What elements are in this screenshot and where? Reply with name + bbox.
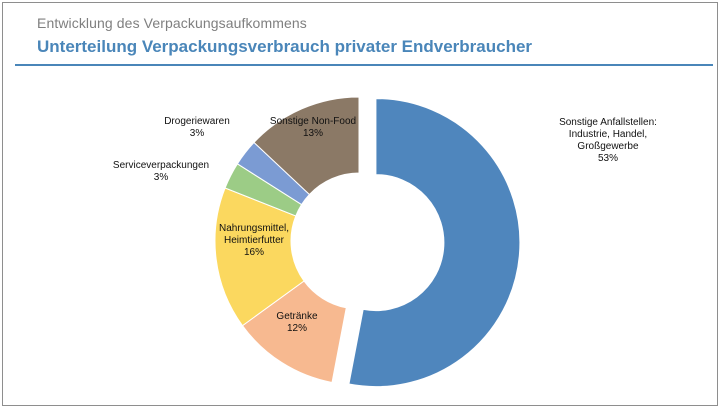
slice-value-label: 12% xyxy=(287,323,307,334)
slice-category-label: Nahrungsmittel, xyxy=(219,223,289,234)
slice-category-label: Drogeriewaren xyxy=(164,116,230,127)
slice-value-label: 53% xyxy=(598,153,618,164)
slice-category-label: Heimtierfutter xyxy=(224,235,285,246)
chart-title: Unterteilung Verpackungsverbrauch privat… xyxy=(37,37,533,56)
slice-value-label: 13% xyxy=(303,128,323,139)
slice-category-label: Industrie, Handel, xyxy=(569,129,647,140)
slice-category-label: Getränke xyxy=(276,311,318,322)
slice-category-label: Großgewerbe xyxy=(577,141,639,152)
donut-slice-nahrungsmittel xyxy=(214,187,305,327)
slice-value-label: 3% xyxy=(154,172,169,183)
title-divider xyxy=(15,64,713,66)
donut-slice-sonstige-non-food xyxy=(253,96,360,196)
slice-value-label: 16% xyxy=(244,247,264,258)
slice-category-label: Sonstige Anfallstellen: xyxy=(559,117,657,128)
slice-value-label: 3% xyxy=(190,128,205,139)
slice-category-label: Serviceverpackungen xyxy=(113,160,209,171)
chart-supertitle: Entwicklung des Verpackungsaufkommens xyxy=(37,15,307,31)
donut-slice-sonstige-anfallstellen xyxy=(348,98,521,388)
slice-label-sonstige-anfallstellen: Sonstige Anfallstellen:Industrie, Handel… xyxy=(559,117,657,164)
slice-category-label: Sonstige Non-Food xyxy=(270,116,356,127)
